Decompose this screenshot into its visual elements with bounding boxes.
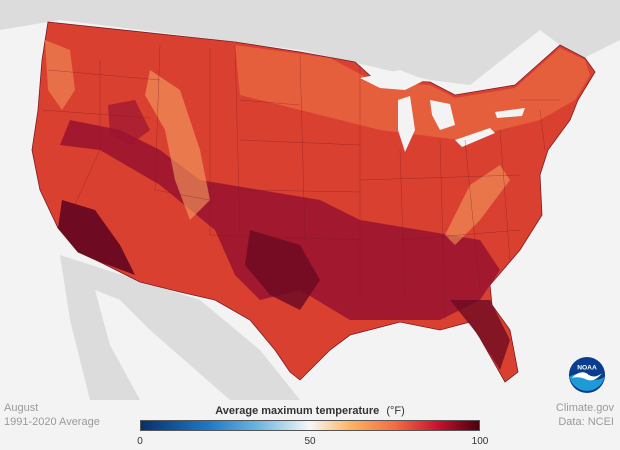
hot-zone-great-basin — [108, 100, 150, 145]
temperature-zones — [45, 40, 590, 370]
state-border-line — [359, 174, 521, 181]
legend-unit: (°F) — [386, 405, 405, 417]
state-border-line — [539, 109, 546, 151]
hottest-zone-southwest-desert — [58, 200, 135, 275]
state-border-line — [299, 54, 306, 241]
state-border-line — [499, 129, 511, 261]
state-border-line — [41, 109, 151, 119]
cool-zone-appalachians — [445, 165, 510, 245]
cool-zone-cascades — [45, 40, 75, 110]
publisher-label: Climate.gov — [555, 402, 614, 414]
lake-superior — [360, 70, 425, 90]
state-borders — [41, 44, 560, 321]
scale-tick-label: 0 — [137, 436, 143, 447]
scale-tick-label: 100 — [471, 436, 489, 447]
noaa-logo: NOAA — [568, 356, 606, 394]
baseline-label: 1991-2020 Average — [4, 416, 100, 428]
state-border-line — [464, 139, 481, 291]
state-border-line — [154, 189, 211, 201]
lake-huron — [430, 100, 455, 130]
legend-title-text: Average maximum temperature — [215, 405, 380, 417]
month-label: August — [4, 402, 39, 414]
svg-text:NOAA: NOAA — [577, 364, 597, 371]
state-border-line — [47, 69, 161, 81]
scale-tick-label: 50 — [304, 436, 316, 447]
state-border-line — [154, 44, 161, 191]
neighboring-land — [0, 0, 620, 400]
state-border-line — [234, 44, 241, 236]
state-border-line — [439, 139, 446, 321]
state-border-line — [399, 149, 406, 301]
lake-ontario — [495, 108, 525, 118]
state-border-line — [69, 149, 101, 216]
legend-title: Average maximum temperature (°F) — [140, 405, 480, 417]
canada-land — [0, 0, 620, 85]
state-border-line — [239, 99, 301, 106]
lake-michigan — [398, 96, 415, 152]
data-source-label: Data: NCEI — [558, 416, 614, 428]
cool-zone-rocky-mountains — [145, 70, 210, 220]
source-label: Climate.gov Data: NCEI — [556, 401, 614, 429]
color-scale-bar — [140, 420, 480, 431]
period-label: August 1991-2020 Average — [4, 401, 100, 429]
hottest-zone-florida — [450, 300, 510, 370]
state-border-line — [209, 234, 361, 241]
hot-zone-south — [60, 120, 500, 320]
temperature-map — [0, 0, 620, 400]
mexico-land — [60, 255, 300, 400]
hottest-zone-texas — [245, 230, 320, 310]
state-border-line — [239, 139, 361, 146]
state-border-line — [239, 189, 361, 193]
state-border-line — [399, 229, 521, 241]
